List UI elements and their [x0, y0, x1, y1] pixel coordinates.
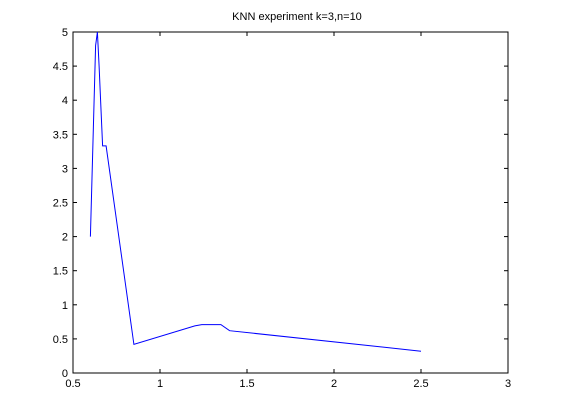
y-tick-label: 2 — [62, 232, 68, 244]
y-tick-label: 0 — [62, 368, 68, 380]
y-tick-label: 3 — [62, 163, 68, 175]
chart-title: KNN experiment k=3,n=10 — [232, 11, 362, 23]
y-tick-label: 0.5 — [53, 334, 68, 346]
y-tick-label: 5 — [62, 27, 68, 39]
x-tick-label: 2 — [331, 378, 337, 390]
x-tick-label: 3 — [505, 378, 511, 390]
y-tick-label: 4.5 — [53, 61, 68, 73]
series-line — [89, 31, 422, 352]
axes-box — [72, 31, 509, 374]
x-tick-label: 0.5 — [65, 378, 80, 390]
y-tick-label: 1.5 — [53, 266, 68, 278]
x-tick-label: 1 — [157, 378, 163, 390]
x-tick-label: 2.5 — [413, 378, 428, 390]
axis-ticks: 0.5 1 1.5 2 2.5 300.511.522.533.544.55 — [53, 27, 511, 390]
y-tick-label: 3.5 — [53, 129, 68, 141]
y-tick-label: 2.5 — [53, 198, 68, 210]
series-layer — [89, 31, 422, 352]
y-tick-label: 1 — [62, 300, 68, 312]
y-tick-label: 4 — [62, 95, 68, 107]
x-tick-label: 1.5 — [239, 378, 254, 390]
